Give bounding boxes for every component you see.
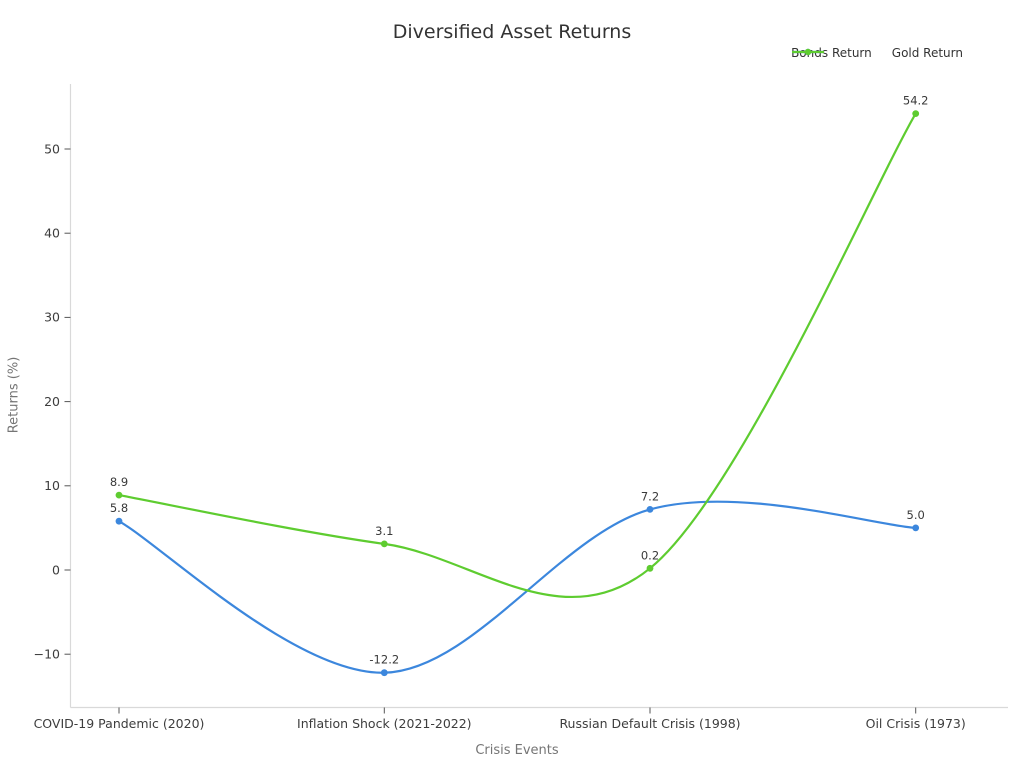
data-point-label: 3.1 xyxy=(375,524,393,538)
svg-text:Inflation Shock (2021-2022): Inflation Shock (2021-2022) xyxy=(297,716,472,731)
series-line-bonds-return xyxy=(117,500,917,674)
data-point-marker xyxy=(912,524,920,532)
legend-label: Gold Return xyxy=(891,46,963,60)
svg-text:0: 0 xyxy=(52,562,60,577)
legend-swatch-line-icon xyxy=(792,48,825,56)
data-point-label: 8.9 xyxy=(110,475,128,489)
svg-text:10: 10 xyxy=(44,478,60,493)
svg-text:Russian Default Crisis (1998): Russian Default Crisis (1998) xyxy=(559,716,740,731)
data-point-marker xyxy=(380,669,388,677)
data-point-marker xyxy=(115,491,123,499)
series-line-gold-return xyxy=(117,112,917,598)
data-point-label: 5.8 xyxy=(110,501,128,515)
svg-text:50: 50 xyxy=(44,141,60,156)
svg-text:Oil Crisis (1973): Oil Crisis (1973) xyxy=(866,716,966,731)
legend: Bonds Return Gold Return xyxy=(791,46,963,60)
svg-text:30: 30 xyxy=(44,310,60,325)
data-point-marker xyxy=(912,110,920,117)
data-point-marker xyxy=(646,506,654,513)
svg-text:COVID-19 Pandemic (2020): COVID-19 Pandemic (2020) xyxy=(34,716,205,731)
legend-item-gold: Gold Return xyxy=(792,46,963,60)
svg-text:40: 40 xyxy=(44,226,60,241)
svg-text:20: 20 xyxy=(44,394,60,409)
legend-label: Bonds Return xyxy=(791,46,872,60)
data-point-marker xyxy=(646,564,654,572)
data-point-label: 7.2 xyxy=(641,489,659,503)
data-point-label: -12.2 xyxy=(369,653,399,667)
data-point-label: 5.0 xyxy=(907,508,925,522)
x-axis-label: Crisis Events xyxy=(475,743,559,758)
data-point-label: 54.2 xyxy=(903,94,929,108)
data-point-label: 0.2 xyxy=(641,548,659,562)
data-point-marker xyxy=(115,517,123,525)
chart-title: Diversified Asset Returns xyxy=(392,21,632,43)
data-point-marker xyxy=(380,540,388,548)
svg-text:−10: −10 xyxy=(34,647,60,662)
